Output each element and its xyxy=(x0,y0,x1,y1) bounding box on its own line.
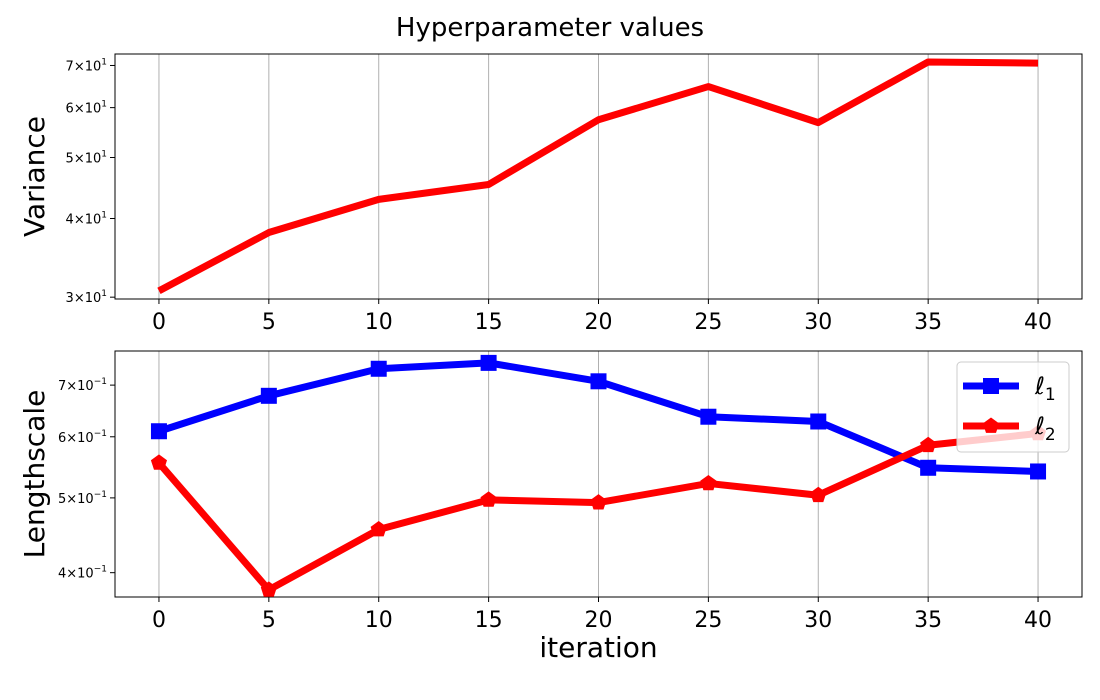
data-point xyxy=(590,494,607,510)
y-tick-label: 7×101 xyxy=(66,57,107,74)
y-tick-label: 6×101 xyxy=(66,100,107,117)
x-tick-label: 40 xyxy=(1024,608,1052,633)
x-tick-label: 20 xyxy=(585,310,613,335)
data-point xyxy=(810,413,827,430)
data-point xyxy=(260,387,277,404)
x-tick-label: 0 xyxy=(152,608,166,633)
x-tick-label: 10 xyxy=(365,608,393,633)
series-group xyxy=(157,58,1039,294)
data-point xyxy=(810,486,827,503)
x-axis-label: iteration xyxy=(539,631,657,664)
data-point xyxy=(920,436,937,453)
data-point xyxy=(260,581,277,597)
x-tick-label: 25 xyxy=(694,310,722,335)
data-point xyxy=(370,360,387,377)
legend-label: ℓ2 xyxy=(1034,412,1056,445)
y-tick-label: 5×101 xyxy=(66,149,107,166)
lengthscale-subplot: 0 5 10 15 20 25 30 35 40 4×10−1 5×10−1 6×10−1 7×10−1… xyxy=(18,350,1083,664)
data-point xyxy=(920,459,937,476)
x-tick-label: 5 xyxy=(262,608,276,633)
legend-marker xyxy=(983,378,999,394)
data-point xyxy=(700,408,717,425)
y-tick-label: 4×10−1 xyxy=(58,565,107,582)
data-point xyxy=(1030,463,1047,480)
y-tick-label: 3×101 xyxy=(66,289,107,306)
x-tick-label: 0 xyxy=(152,310,166,335)
x-tick-label: 35 xyxy=(914,608,942,633)
x-tick-label: 15 xyxy=(475,608,503,633)
data-point xyxy=(150,454,167,470)
x-tick-label: 20 xyxy=(585,608,613,633)
x-tick-label: 15 xyxy=(475,310,503,335)
x-tick-label: 40 xyxy=(1024,310,1052,335)
y-axis-label: Variance xyxy=(18,116,51,237)
x-tick-label: 35 xyxy=(914,310,942,335)
x-tick-label: 30 xyxy=(804,608,832,633)
y-tick-label: 7×10−1 xyxy=(58,377,107,394)
legend-marker xyxy=(982,417,1000,433)
y-tick-label: 6×10−1 xyxy=(58,429,107,446)
legend-label: ℓ1 xyxy=(1034,372,1056,405)
series-line xyxy=(157,58,1039,294)
chart-title: Hyperparameter values xyxy=(396,13,704,43)
data-point xyxy=(370,521,387,537)
data-point xyxy=(480,491,497,507)
y-axis-label: Lengthscale xyxy=(18,390,51,559)
data-point xyxy=(150,423,167,440)
variance-subplot: 0 5 10 15 20 25 30 35 40 3×101 4×101 5×101 6×101 7×10… xyxy=(18,53,1083,335)
x-tick-label: 5 xyxy=(262,310,276,335)
x-tick-label: 25 xyxy=(694,608,722,633)
data-point xyxy=(700,475,717,491)
y-tick-label: 4×101 xyxy=(66,211,107,228)
x-tick-label: 30 xyxy=(804,310,832,335)
data-point xyxy=(590,373,607,390)
data-point xyxy=(480,354,497,371)
series-group xyxy=(150,354,1047,597)
y-tick-label: 5×10−1 xyxy=(58,490,107,507)
x-tick-label: 10 xyxy=(365,310,393,335)
